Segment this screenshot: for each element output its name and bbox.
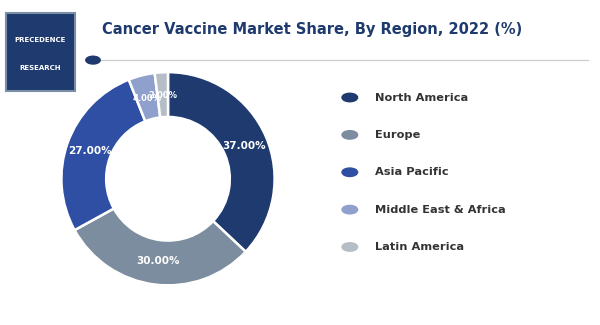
Wedge shape bbox=[129, 73, 160, 121]
Wedge shape bbox=[74, 209, 246, 285]
Wedge shape bbox=[155, 72, 168, 117]
Text: Europe: Europe bbox=[375, 130, 421, 140]
Text: 30.00%: 30.00% bbox=[136, 256, 179, 266]
Text: 2.00%: 2.00% bbox=[148, 91, 177, 100]
FancyBboxPatch shape bbox=[6, 13, 75, 91]
Text: 37.00%: 37.00% bbox=[223, 141, 266, 151]
Text: PRECEDENCE: PRECEDENCE bbox=[15, 37, 66, 43]
Text: Asia Pacific: Asia Pacific bbox=[375, 167, 449, 177]
Wedge shape bbox=[168, 72, 275, 252]
Text: 27.00%: 27.00% bbox=[68, 146, 112, 156]
Text: Middle East & Africa: Middle East & Africa bbox=[375, 205, 506, 214]
Text: Latin America: Latin America bbox=[375, 242, 464, 252]
Text: RESEARCH: RESEARCH bbox=[20, 65, 61, 71]
Text: Cancer Vaccine Market Share, By Region, 2022 (%): Cancer Vaccine Market Share, By Region, … bbox=[102, 22, 522, 37]
Text: North America: North America bbox=[375, 93, 468, 102]
Wedge shape bbox=[61, 80, 145, 230]
Text: 4.00%: 4.00% bbox=[133, 94, 162, 103]
